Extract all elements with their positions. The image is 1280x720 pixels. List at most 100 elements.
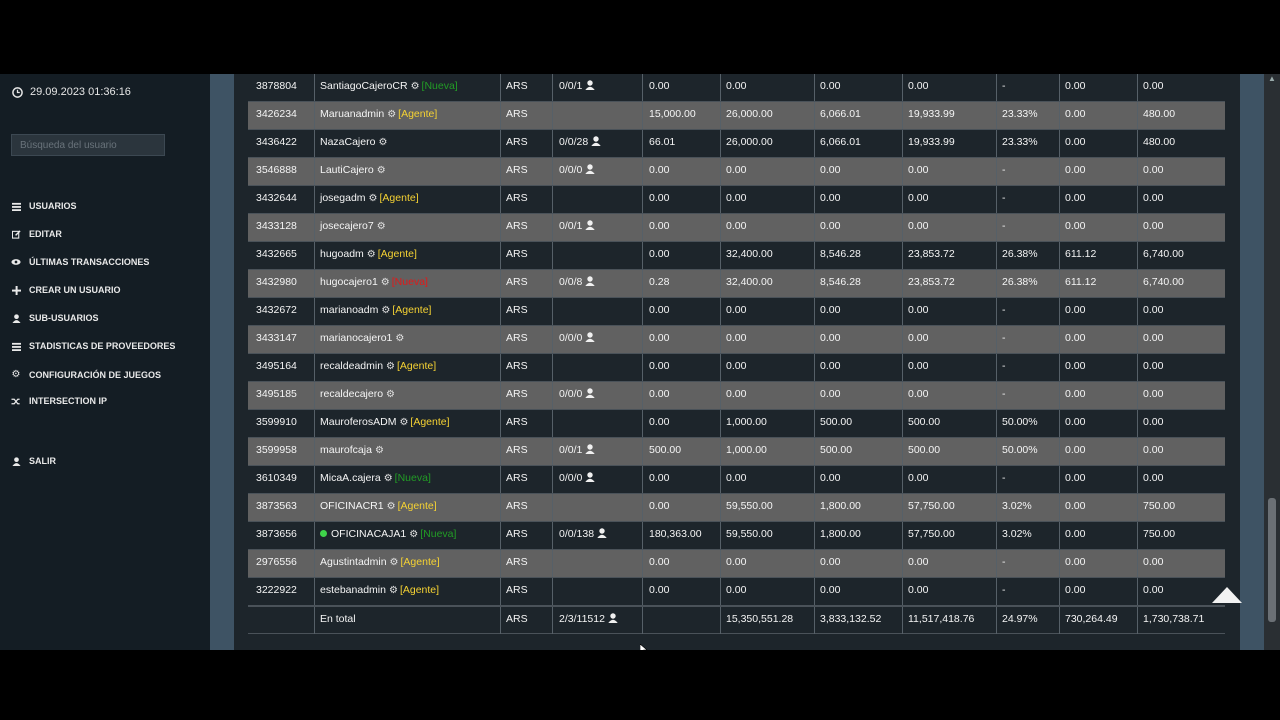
gear-icon[interactable]: ⚙ [381,305,391,316]
gear-icon[interactable]: ⚙ [386,501,396,512]
column-divider [902,494,903,521]
table-row[interactable]: 3878804 SantiagoCajeroCR ⚙ [Nueva] ARS 0/0/1 0… [248,74,1225,102]
value-c3: 0.00 [820,164,841,176]
menu-item-editar[interactable]: EDITAR [11,229,62,239]
user-name-link[interactable]: marianocajero1 [320,332,393,344]
table-row[interactable]: 3426234 Maruanadmin ⚙ [Agente] ARS 15,000.00 2… [248,102,1225,130]
value-c6: 0.00 [1065,584,1086,596]
logout-button[interactable]: SALIR [11,456,56,466]
gear-icon[interactable]: ⚙ [409,529,419,540]
currency: ARS [506,332,528,344]
table-row[interactable]: 3546888 LautiCajero ⚙ ARS 0/0/0 0.00 0.00 0.00 0… [248,158,1225,186]
gear-icon[interactable]: ⚙ [387,109,397,120]
table-row[interactable]: 3599958 maurofcaja ⚙ ARS 0/0/1 500.00 1,000.00… [248,438,1225,466]
gear-icon[interactable]: ⚙ [399,417,409,428]
table-row[interactable]: 3495185 recaldecajero ⚙ ARS 0/0/0 0.00 0.00 0.0… [248,382,1225,410]
menu-item-crear-un-usuario[interactable]: CREAR UN USUARIO [11,285,121,295]
gear-icon[interactable]: ⚙ [395,333,405,344]
column-divider [642,158,643,185]
user-name-link[interactable]: SantiagoCajeroCR [320,80,408,92]
user-name-link[interactable]: OFICINACR1 [320,500,384,512]
user-tag: [Nueva] [421,80,458,92]
user-name-link[interactable]: MicaA.cajera [320,472,381,484]
column-divider [1137,130,1138,157]
scrollbar-thumb[interactable] [1268,498,1276,622]
table-row[interactable]: 3433147 marianocajero1 ⚙ ARS 0/0/0 0.00 0.00 0.… [248,326,1225,354]
user-icon [608,613,618,623]
gear-icon[interactable]: ⚙ [366,249,376,260]
user-name-link[interactable]: LautiCajero [320,164,374,176]
user-name-link[interactable]: marianoadm [320,304,379,316]
table-row[interactable]: 3432644 josegadm ⚙ [Agente] ARS 0.00 0.00 0.00 0… [248,186,1225,214]
gear-icon[interactable]: ⚙ [376,165,386,176]
user-name-link[interactable]: Agustintadmin [320,556,387,568]
table-row[interactable]: 3873563 OFICINACR1 ⚙ [Agente] ARS 0.00 59,550.… [248,494,1225,522]
column-divider [902,550,903,577]
user-name-link[interactable]: hugocajero1 [320,276,378,288]
column-divider [642,298,643,325]
scroll-up-arrow-icon[interactable]: ▲ [1268,74,1276,83]
menu-item-usuarios[interactable]: USUARIOS [11,201,77,211]
table-row[interactable]: 3599910 MauroferosADM ⚙ [Agente] ARS 0.00 1,00… [248,410,1225,438]
menu-item-sub-usuarios[interactable]: SUB-USUARIOS [11,313,99,323]
column-divider [1059,550,1060,577]
gear-icon[interactable]: ⚙ [386,389,396,400]
gear-icon[interactable]: ⚙ [376,221,386,232]
user-name-link[interactable]: OFICINACAJA1 [331,528,407,540]
total-c5: 24.97% [1002,613,1038,625]
column-divider [1137,242,1138,269]
table-row[interactable]: 3432980 hugocajero1 ⚙ [Nueva] ARS 0/0/8 0.28 32… [248,270,1225,298]
user-icon [11,456,21,466]
sessions-count: 0/0/28 [559,136,589,148]
user-search-input[interactable] [11,134,165,156]
value-c6: 611.12 [1065,248,1097,260]
table-row[interactable]: 3432672 marianoadm ⚙ [Agente] ARS 0.00 0.00 0.0… [248,298,1225,326]
table-row[interactable]: 3222922 estebanadmin ⚙ [Agente] ARS 0.00 0.00 0… [248,578,1225,606]
menu-item-intersection-ip[interactable]: INTERSECTION IP [11,396,107,406]
menu-item-configuracion-de-juegos[interactable]: ⚙ CONFIGURACIÓN DE JUEGOS [11,369,162,380]
column-divider [814,130,815,157]
value-c7: 6,740.00 [1143,276,1184,288]
user-name-link[interactable]: estebanadmin [320,584,386,596]
column-divider [720,130,721,157]
column-divider [642,242,643,269]
gear-icon[interactable]: ⚙ [386,361,396,372]
user-name-link[interactable]: recaldecajero [320,388,384,400]
gear-icon[interactable]: ⚙ [380,277,390,288]
list-icon [11,342,21,351]
table-row[interactable]: 3495164 recaldeadmin ⚙ [Agente] ARS 0.00 0.00 0… [248,354,1225,382]
gear-icon[interactable]: ⚙ [383,473,393,484]
value-c5: 50.00% [1002,444,1038,456]
gear-icon[interactable]: ⚙ [368,193,378,204]
table-row[interactable]: 3433128 josecajero7 ⚙ ARS 0/0/1 0.00 0.00 0.00 0… [248,214,1225,242]
scroll-to-top-button[interactable] [1210,583,1244,607]
gear-icon[interactable]: ⚙ [378,137,388,148]
user-name-link[interactable]: MauroferosADM [320,416,397,428]
gear-icon[interactable]: ⚙ [410,81,420,92]
user-name-link[interactable]: NazaCajero [320,136,376,148]
gear-icon[interactable]: ⚙ [388,585,398,596]
user-name-link[interactable]: maurofcaja [320,444,372,456]
table-row[interactable]: 2976556 Agustintadmin ⚙ [Agente] ARS 0.00 0.00… [248,550,1225,578]
page-scrollbar[interactable]: ▲ [1264,74,1280,650]
menu-item-stadisticas-de-proveedores[interactable]: STADISTICAS DE PROVEEDORES [11,341,175,351]
shuffle-icon [11,397,21,406]
gear-icon[interactable]: ⚙ [389,557,399,568]
user-name-link[interactable]: josegadm [320,192,366,204]
logout-label: SALIR [29,456,56,466]
table-row[interactable]: 3873656 OFICINACAJA1 ⚙ [Nueva] ARS 0/0/138 180… [248,522,1225,550]
user-name-link[interactable]: hugoadm [320,248,364,260]
table-row[interactable]: 3610349 MicaA.cajera ⚙ [Nueva] ARS 0/0/0 0.00 0… [248,466,1225,494]
table-row[interactable]: 3436422 NazaCajero ⚙ ARS 0/0/28 66.01 26,000.0… [248,130,1225,158]
user-name-link[interactable]: josecajero7 [320,220,374,232]
menu-item-ultimas-transacciones[interactable]: ÚLTIMAS TRANSACCIONES [11,257,149,267]
user-name-link[interactable]: Maruanadmin [320,108,385,120]
value-c2: 59,550.00 [726,500,773,512]
user-name-link[interactable]: recaldeadmin [320,360,384,372]
user-id: 3610349 [256,472,297,484]
column-divider [552,466,553,493]
column-divider [1137,214,1138,241]
gear-icon[interactable]: ⚙ [374,445,384,456]
table-row[interactable]: 3432665 hugoadm ⚙ [Agente] ARS 0.00 32,400.00 8… [248,242,1225,270]
column-divider [996,382,997,409]
